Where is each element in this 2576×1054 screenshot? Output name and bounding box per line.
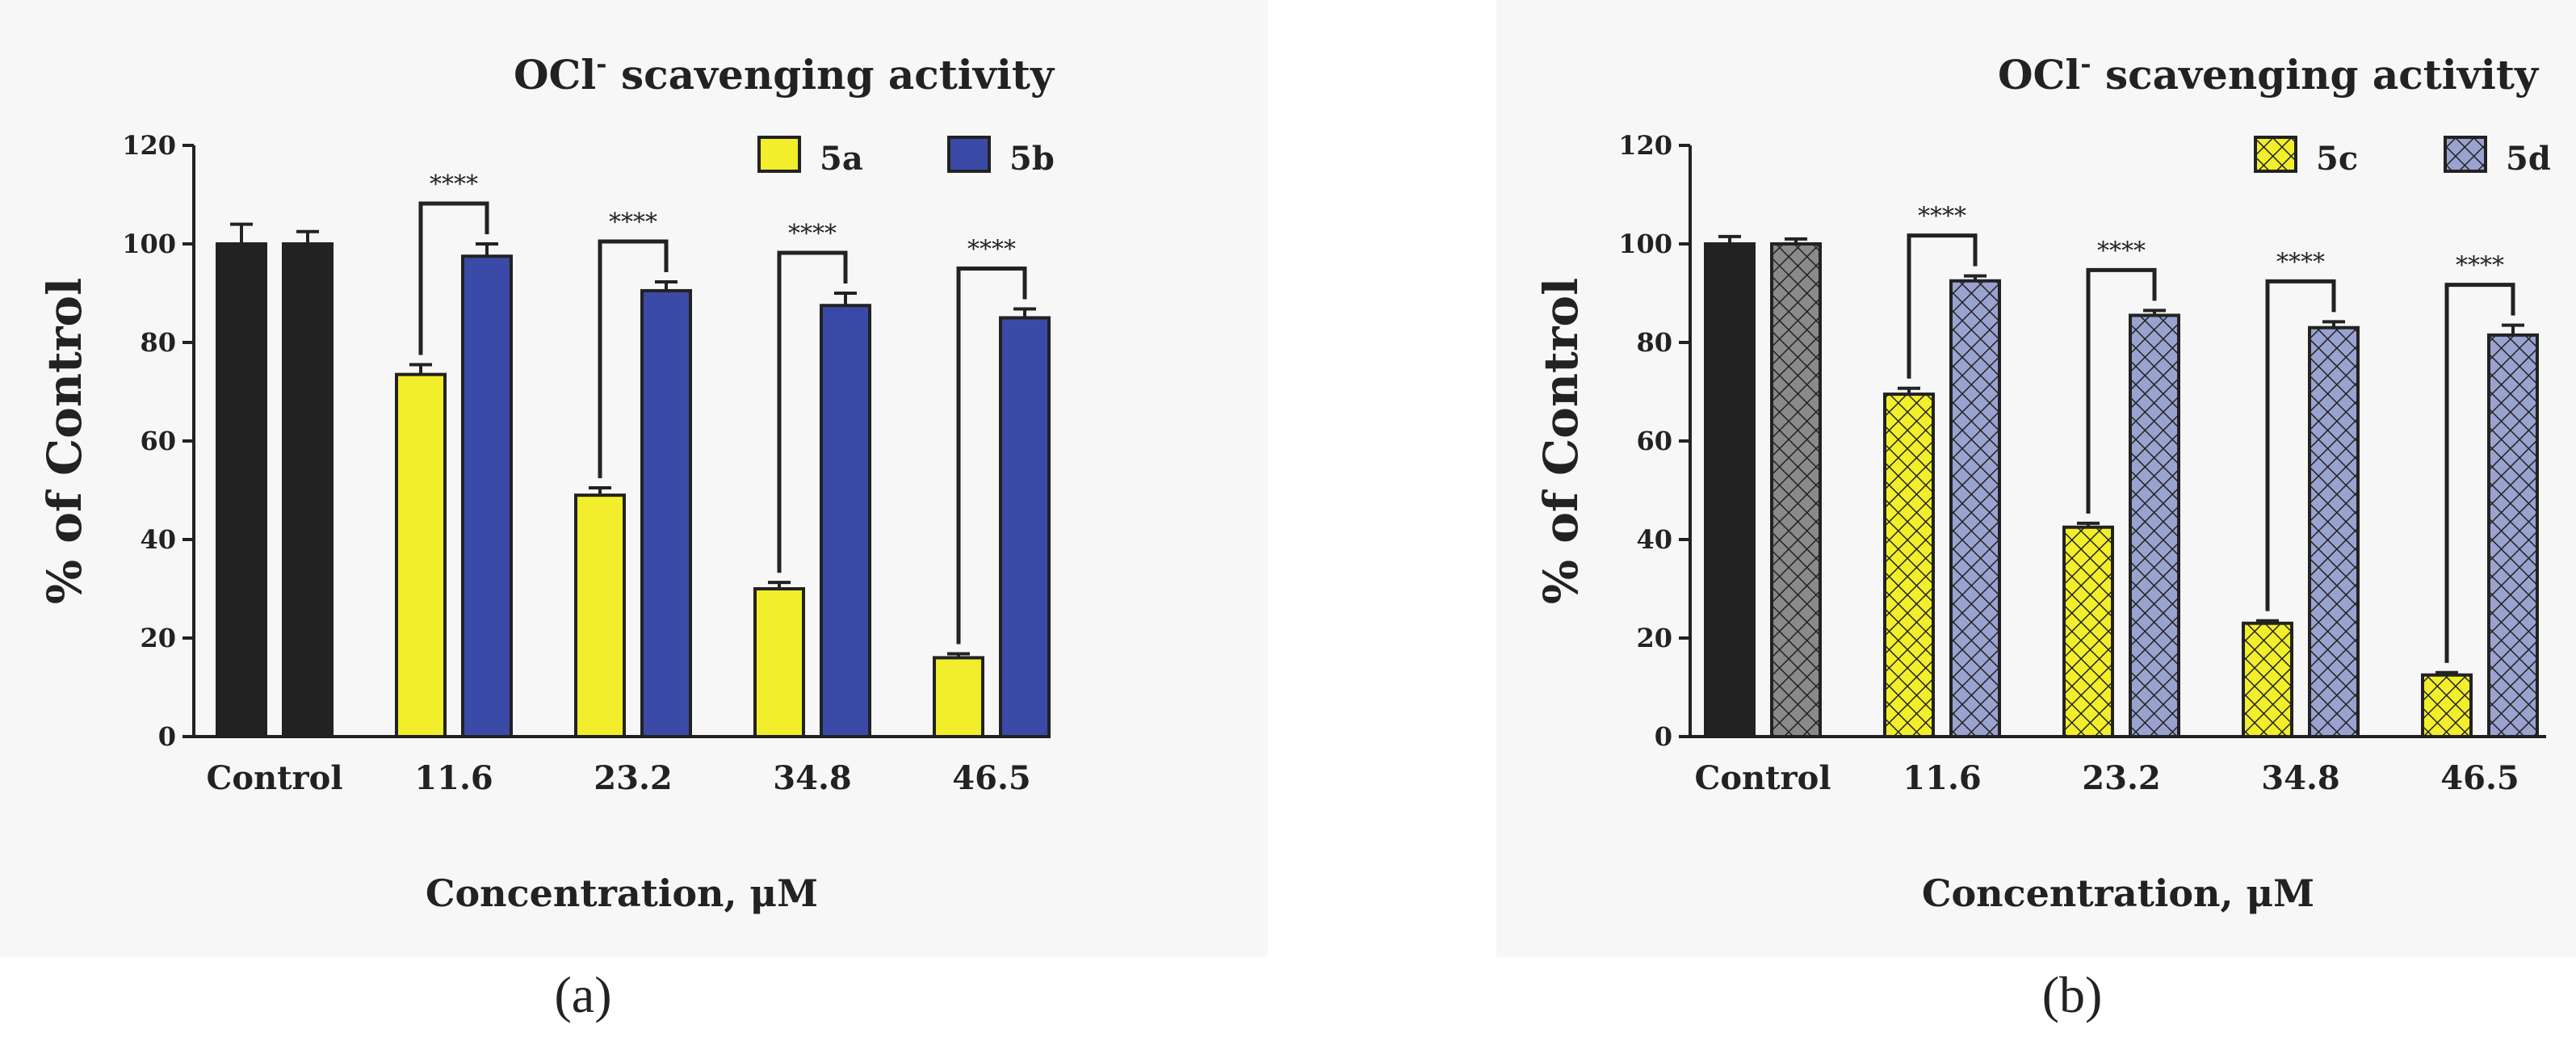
legend-swatch-5b [947, 136, 991, 173]
y-tick-label: 120 [1618, 130, 1672, 161]
bar-5b-Control [282, 242, 334, 738]
bar-5a-34.8 [753, 587, 805, 738]
legend-label-5b: 5b [1009, 140, 1055, 178]
x-tick-label: 34.8 [2261, 759, 2339, 797]
significance-label: **** [2097, 237, 2146, 265]
significance-bracket [956, 267, 1027, 645]
panel-label-b: (b) [2041, 966, 2103, 1023]
y-tick-label: 120 [122, 130, 176, 161]
chart-title: OCl- scavenging activity [1998, 48, 2540, 99]
x-tick-label: Control [1694, 759, 1831, 797]
bar-5c-34.8 [2242, 621, 2293, 739]
bar-5d-23.2 [2129, 313, 2180, 738]
legend-label-5c: 5c [2316, 140, 2358, 178]
y-tick-label: 80 [1636, 327, 1672, 358]
bar-5c-46.5 [2421, 673, 2473, 738]
bar-5c-11.6 [1883, 393, 1935, 738]
legend-swatch-5c [2254, 136, 2297, 173]
y-tick-label: 0 [158, 721, 176, 752]
bar-5c-Control [1704, 242, 1756, 738]
significance-label: **** [788, 220, 837, 248]
y-tick-label: 40 [1636, 524, 1672, 555]
x-tick-label: 46.5 [952, 759, 1030, 797]
bar-5b-34.8 [820, 304, 871, 738]
bar-5a-23.2 [574, 493, 626, 738]
bar-5b-46.5 [999, 316, 1051, 738]
significance-bracket [2086, 267, 2157, 514]
x-tick-label: 11.6 [1903, 759, 1981, 797]
x-tick-label: 23.2 [594, 759, 672, 797]
y-axis-label: % of Control [37, 278, 92, 604]
chart-a: 0 20 40 60 80 100 120 % of Control OCl- scavengi… [37, 48, 1055, 915]
y-tick-label: 100 [122, 229, 176, 259]
x-tick-label: 46.5 [2440, 759, 2519, 797]
y-tick-label: 40 [140, 524, 176, 555]
significance-label: **** [609, 208, 657, 237]
y-tick-label: 0 [1655, 721, 1672, 752]
chart-title: OCl- scavenging activity [514, 48, 1055, 99]
legend-swatch-5d [2444, 136, 2487, 173]
x-tick-label: 34.8 [773, 759, 851, 797]
bar-5b-23.2 [640, 288, 692, 738]
significance-label: **** [1918, 203, 1966, 231]
chart-panel-b: 0 20 40 60 80 100 120 % of Control OCl- scavengi… [1496, 0, 2576, 957]
panel-label-a: (a) [554, 966, 612, 1023]
y-tick-label: 80 [140, 327, 176, 358]
y-tick-label: 100 [1618, 229, 1672, 259]
bar-5d-Control [1770, 242, 1822, 738]
chart-b: 0 20 40 60 80 100 120 % of Control OCl- scavengi… [1533, 48, 2551, 915]
y-tick-label: 60 [1636, 426, 1672, 456]
legend-swatch-5a [757, 136, 801, 173]
legend-label-5a: 5a [820, 140, 863, 178]
bar-5a-Control [216, 242, 267, 738]
x-axis-label: Concentration, μM [426, 871, 818, 915]
y-axis-label: % of Control [1533, 278, 1588, 604]
y-tick-label: 60 [140, 426, 176, 456]
significance-bracket [2265, 279, 2336, 611]
y-tick-label: 20 [140, 623, 176, 653]
bar-5d-34.8 [2308, 325, 2360, 738]
significance-bracket [598, 239, 669, 478]
significance-bracket [777, 250, 848, 573]
bar-5d-46.5 [2487, 333, 2539, 738]
x-tick-label: Control [206, 759, 342, 797]
bar-5a-11.6 [395, 372, 447, 738]
x-tick-label: 11.6 [414, 759, 493, 797]
bar-5a-46.5 [933, 656, 984, 739]
significance-bracket [418, 201, 489, 355]
significance-bracket [2444, 283, 2515, 663]
significance-label: **** [430, 170, 478, 199]
bar-5c-23.2 [2062, 525, 2114, 738]
bar-5d-11.6 [1949, 279, 2001, 738]
significance-label: **** [967, 236, 1016, 264]
y-tick-label: 20 [1636, 623, 1672, 653]
chart-panel-a: 0 20 40 60 80 100 120 % of Control OCl- scavengi… [0, 0, 1268, 957]
significance-bracket [1907, 233, 1978, 379]
significance-label: **** [2456, 252, 2504, 280]
legend-label-5d: 5d [2506, 140, 2551, 178]
x-axis-label: Concentration, μM [1922, 871, 2314, 915]
bar-5b-11.6 [461, 254, 513, 738]
significance-label: **** [2276, 248, 2325, 276]
x-tick-label: 23.2 [2082, 759, 2160, 797]
